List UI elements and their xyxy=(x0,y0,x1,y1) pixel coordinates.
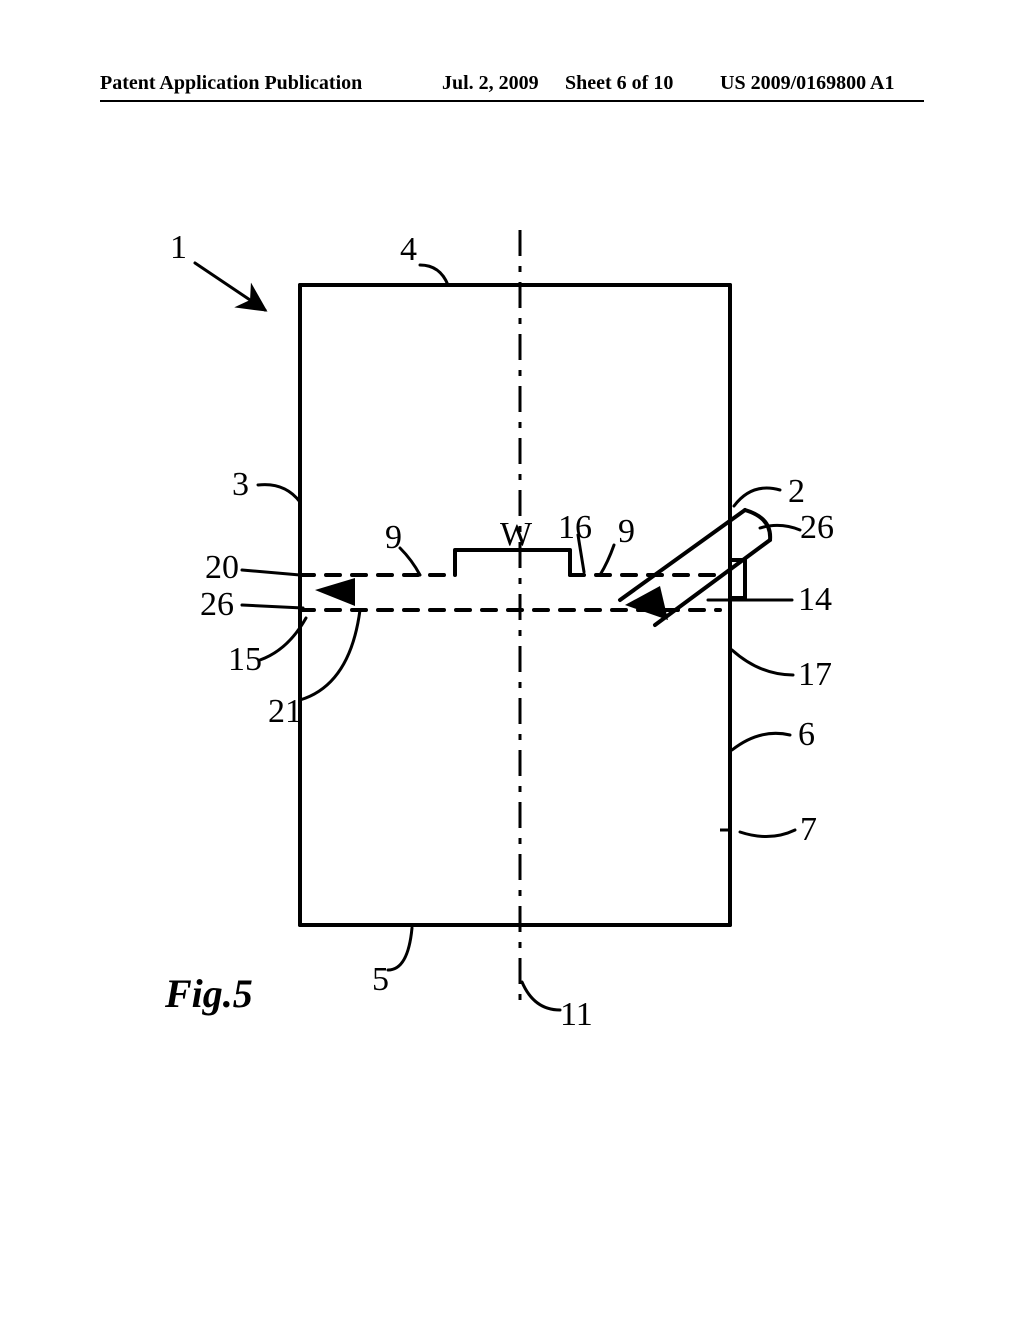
header-date: Jul. 2, 2009 xyxy=(442,72,539,95)
figure-svg: 1 4 3 2 9 W 16 9 20 26 15 21 26 14 17 6 … xyxy=(0,130,1024,1030)
figure-caption: Fig.5 xyxy=(165,970,253,1017)
label-9-left: 9 xyxy=(385,519,402,556)
header-rule xyxy=(100,100,924,102)
label-2: 2 xyxy=(788,473,805,510)
label-21: 21 xyxy=(268,693,302,730)
label-6: 6 xyxy=(798,716,815,753)
label-9-right: 9 xyxy=(618,513,635,550)
label-16: 16 xyxy=(558,509,592,546)
label-1: 1 xyxy=(170,229,187,266)
figure-area: 1 4 3 2 9 W 16 9 20 26 15 21 26 14 17 6 … xyxy=(0,130,1024,1230)
label-3: 3 xyxy=(232,466,249,503)
header-sheet: Sheet 6 of 10 xyxy=(565,72,673,95)
label-17: 17 xyxy=(798,656,832,693)
label-4: 4 xyxy=(400,231,417,268)
label-15: 15 xyxy=(228,641,262,678)
label-5: 5 xyxy=(372,961,389,998)
label-26-right: 26 xyxy=(800,509,834,546)
header-publication: Patent Application Publication xyxy=(100,72,362,95)
page-header: Patent Application Publication Jul. 2, 2… xyxy=(0,72,1024,102)
label-20: 20 xyxy=(205,549,239,586)
header-pubnumber: US 2009/0169800 A1 xyxy=(720,72,894,95)
label-7: 7 xyxy=(800,811,817,848)
label-26-left: 26 xyxy=(200,586,234,623)
patent-page: Patent Application Publication Jul. 2, 2… xyxy=(0,0,1024,1320)
label-W: W xyxy=(500,516,533,553)
label-11: 11 xyxy=(560,996,593,1030)
label-14: 14 xyxy=(798,581,832,618)
